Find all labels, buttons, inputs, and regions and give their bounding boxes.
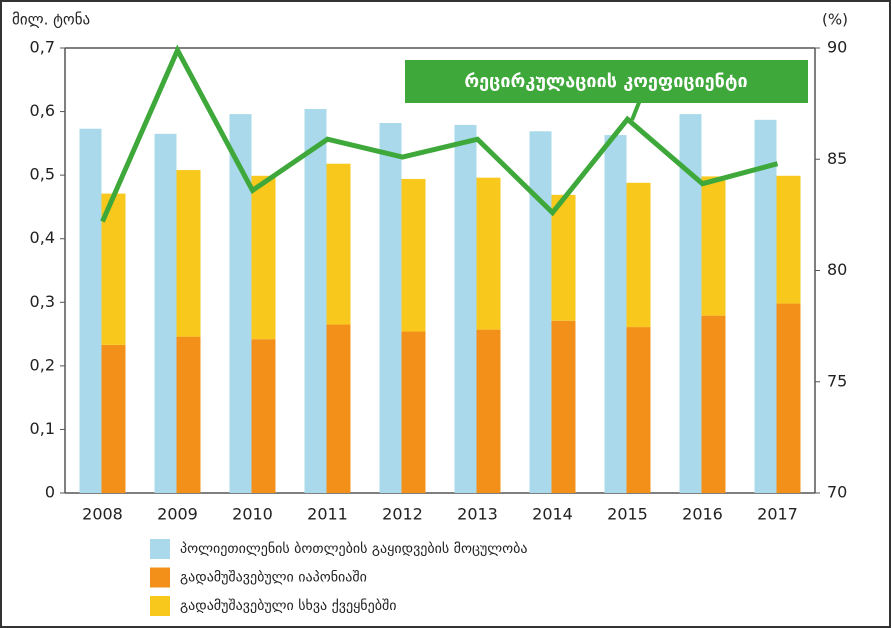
y2-tick-label: 85 [827,149,847,168]
y2-tick-label: 75 [827,371,847,390]
bar-segment [251,339,276,493]
bar [454,124,477,494]
bar-segment [626,327,651,493]
legend-swatch [150,596,170,616]
bar [79,128,102,493]
annotation-box [405,60,808,103]
bar-segment [326,324,351,493]
ratio-line [100,44,779,223]
y-tick-label: 0,2 [30,355,55,374]
legend-label: პოლიეთილენის ბოთლების გაყიდვების მოცულობ… [180,541,528,557]
y-tick-label: 0,4 [30,228,55,247]
bar-segment [251,175,276,340]
legend-label: გადამუშავებული სხვა ქვეყნებში [180,598,396,614]
bar-segment [626,182,651,328]
bar-segment [701,315,726,493]
y-axis-label: მილ. ტონა [12,11,90,29]
y-tick-label: 0,6 [30,101,55,120]
y2-tick-label: 80 [827,260,847,279]
legend-swatch [150,567,170,588]
x-tick-label: 2011 [307,505,348,524]
legend-swatch [150,539,170,559]
x-tick-label: 2015 [607,505,648,524]
x-tick-label: 2010 [232,505,273,524]
bar [604,135,627,494]
bar [754,119,777,493]
x-tick-label: 2008 [82,505,123,524]
bar-segment [776,303,801,493]
bar-segment [776,175,801,304]
bar [304,109,327,494]
bar-segment [551,194,576,321]
bar-segment [101,344,126,493]
bar-segment [176,336,201,493]
callout-pointer [630,99,642,121]
bar [529,131,552,493]
x-tick-label: 2012 [382,505,423,524]
bar-segment [326,163,351,325]
annotation: რეცირკულაციის კოეფიციენტი [464,71,747,92]
bar-segment [476,329,501,493]
bar [379,123,402,493]
x-tick-label: 2014 [532,505,573,524]
bar-segment [551,320,576,493]
bar [229,114,252,493]
bar-segment [401,331,426,493]
x-tick-label: 2013 [457,505,498,524]
bar-segment [701,176,726,316]
bar-segment [476,177,501,330]
y-tick-label: 0,1 [30,419,55,438]
y-tick-label: 0,7 [30,38,55,57]
y-tick-label: 0 [45,483,55,502]
y-tick-label: 0,3 [30,292,55,311]
bar [679,114,702,493]
bar-segment [176,170,201,337]
y2-axis-label: (%) [822,11,848,29]
y2-tick-label: 70 [827,483,847,502]
x-tick-label: 2017 [757,505,798,524]
bar [154,133,177,494]
x-tick-label: 2016 [682,505,723,524]
bar-segment [401,178,426,332]
y2-tick-label: 90 [827,38,847,57]
legend-label: გადამუშავებული იაპონიაში [180,570,367,586]
y-tick-label: 0,5 [30,165,55,184]
x-tick-label: 2009 [157,505,198,524]
